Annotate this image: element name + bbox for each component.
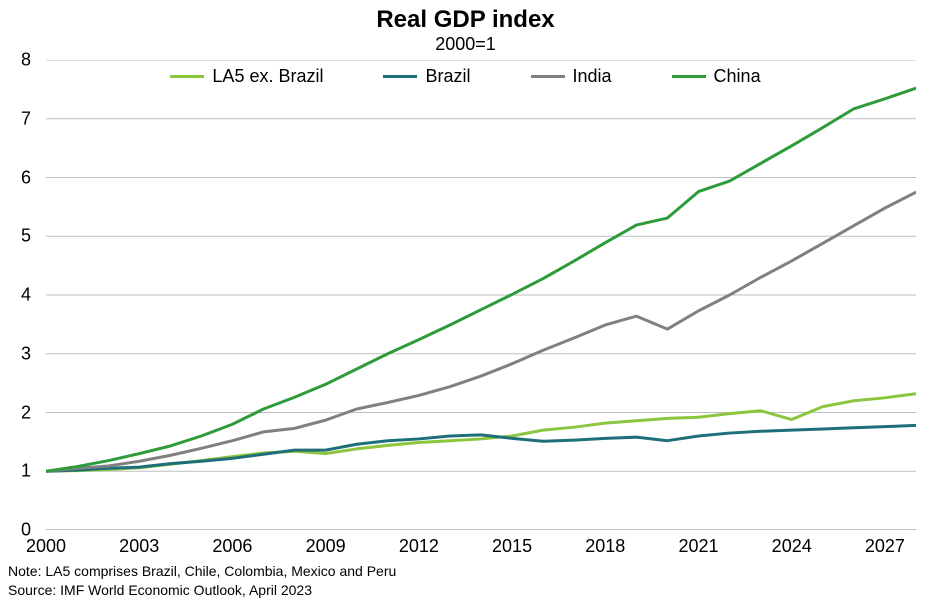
chart-subtitle: 2000=1: [0, 34, 931, 55]
x-tick-label: 2027: [865, 536, 905, 557]
series-line: [46, 88, 916, 471]
note-line: Note: LA5 comprises Brazil, Chile, Colom…: [8, 562, 396, 581]
series-line: [46, 394, 916, 472]
x-tick-label: 2021: [678, 536, 718, 557]
gdp-line-chart: Real GDP index 2000=1 LA5 ex. Brazil Bra…: [0, 0, 931, 606]
y-tick-label: 4: [0, 285, 31, 306]
y-tick-label: 5: [0, 226, 31, 247]
x-tick-label: 2024: [772, 536, 812, 557]
x-tick-label: 2006: [212, 536, 252, 557]
y-tick-label: 2: [0, 402, 31, 423]
y-tick-label: 7: [0, 108, 31, 129]
y-tick-label: 6: [0, 167, 31, 188]
x-tick-label: 2000: [26, 536, 66, 557]
y-tick-label: 1: [0, 461, 31, 482]
chart-title: Real GDP index: [0, 6, 931, 34]
y-tick-label: 8: [0, 50, 31, 71]
x-tick-label: 2018: [585, 536, 625, 557]
x-tick-label: 2015: [492, 536, 532, 557]
x-tick-label: 2003: [119, 536, 159, 557]
plot-area: [46, 60, 916, 530]
note-line: Source: IMF World Economic Outlook, Apri…: [8, 581, 396, 600]
series-line: [46, 425, 916, 471]
x-tick-label: 2009: [306, 536, 346, 557]
series-lines: [46, 88, 916, 471]
x-tick-label: 2012: [399, 536, 439, 557]
y-tick-label: 3: [0, 343, 31, 364]
chart-notes: Note: LA5 comprises Brazil, Chile, Colom…: [8, 562, 396, 600]
